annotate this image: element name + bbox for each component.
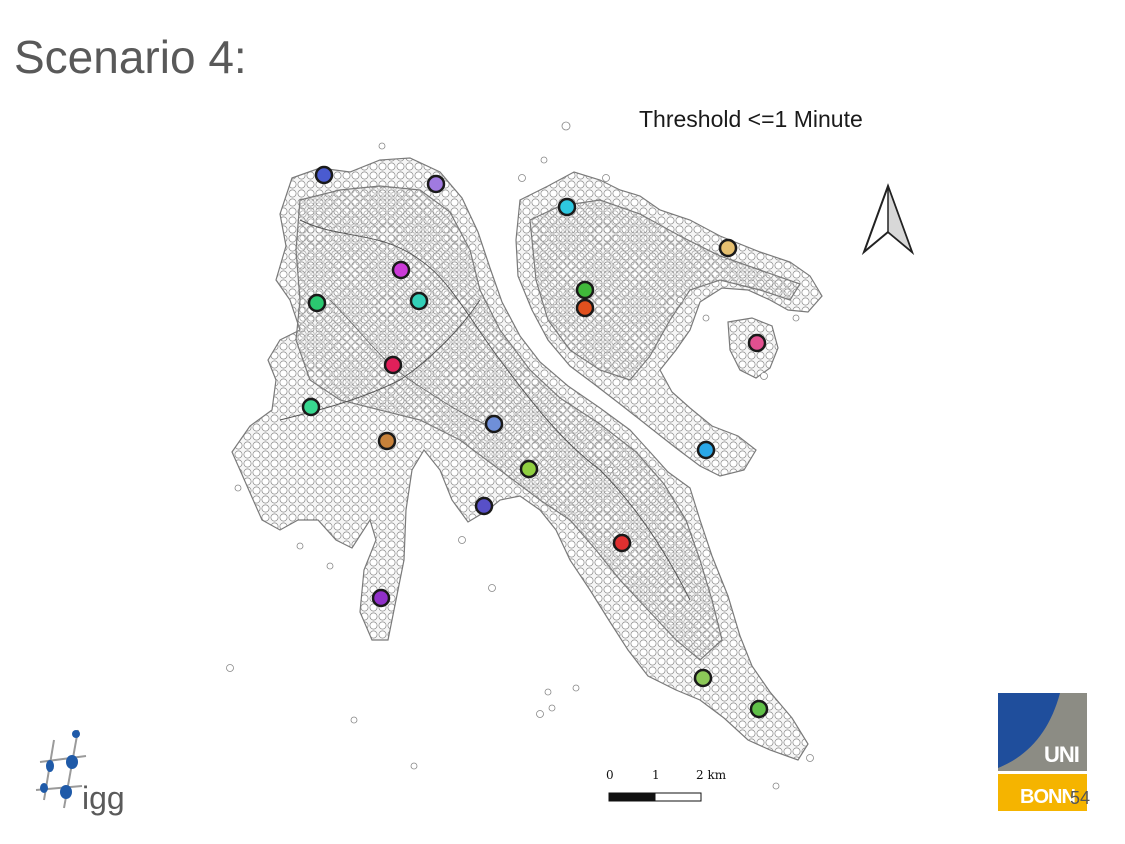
igg-logo-icon	[35, 729, 87, 809]
facility-marker	[377, 431, 397, 451]
facility-marker	[612, 533, 632, 553]
facility-marker	[301, 397, 321, 417]
facility-marker	[371, 588, 391, 608]
facility-marker	[519, 459, 539, 479]
facility-marker	[426, 174, 446, 194]
facility-marker	[747, 333, 767, 353]
slide-title: Scenario 4:	[14, 31, 247, 83]
scale-label-1: 1	[652, 768, 660, 782]
facility-markers	[301, 165, 769, 719]
page-number: 54	[1070, 788, 1091, 808]
facility-marker	[314, 165, 334, 185]
scale-bar-labels: 0 1 2 km	[600, 768, 740, 784]
facility-marker	[575, 298, 595, 318]
scale-label-0: 0	[606, 768, 614, 782]
facility-marker	[696, 440, 716, 460]
igg-logo-text: igg	[82, 780, 125, 816]
facility-marker	[749, 699, 769, 719]
facility-marker	[307, 293, 327, 313]
scale-label-2: 2 km	[696, 768, 727, 782]
facility-marker	[575, 280, 595, 300]
map-subtitle: Threshold <=1 Minute	[639, 106, 863, 132]
facility-marker	[391, 260, 411, 280]
facility-marker	[693, 668, 713, 688]
bonn-logo-text: BONN	[1020, 786, 1076, 808]
uni-bonn-logo-icon	[998, 693, 1087, 811]
facility-marker	[484, 414, 504, 434]
uni-logo-text: UNI	[1044, 742, 1080, 767]
facility-marker	[409, 291, 429, 311]
north-arrow-icon	[861, 183, 915, 256]
facility-marker	[474, 496, 494, 516]
facility-marker	[718, 238, 738, 258]
settlement-area-east	[515, 171, 823, 477]
scattered-points	[226, 121, 814, 790]
facility-marker	[557, 197, 577, 217]
facility-marker	[383, 355, 403, 375]
scale-bar	[608, 792, 702, 802]
